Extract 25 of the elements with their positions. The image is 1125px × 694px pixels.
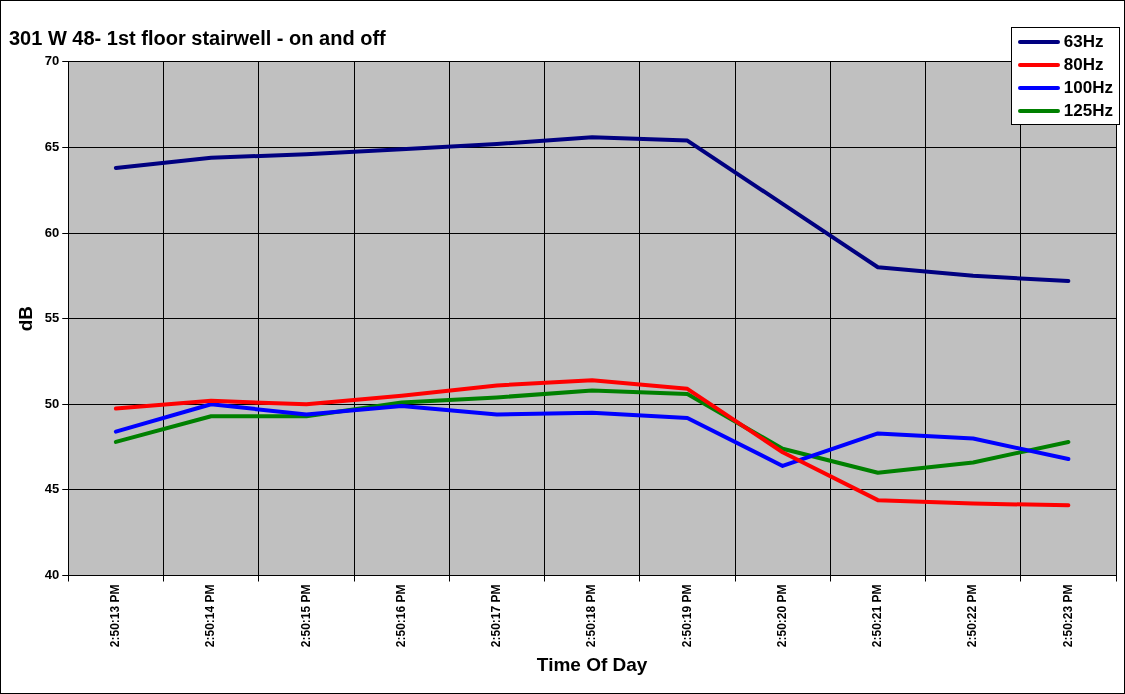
y-tick-label: 50 (44, 395, 60, 411)
x-tick-label: 2:50:14 PM (203, 584, 218, 648)
y-tick-label: 65 (44, 139, 60, 154)
x-tick-label: 2:50:17 PM (489, 584, 504, 648)
x-tick-label: 2:50:16 PM (393, 584, 408, 648)
x-tick-label: 2:50:21 PM (870, 584, 885, 648)
x-tick-label: 2:50:22 PM (965, 584, 980, 648)
x-tick-label: 2:50:19 PM (679, 584, 694, 648)
x-tick-label: 2:50:15 PM (298, 584, 313, 648)
chart-title: 301 W 48- 1st floor stairwell - on and off (9, 27, 386, 50)
x-tick-label: 2:50:13 PM (108, 584, 123, 648)
y-tick-label: 55 (44, 310, 60, 326)
y-tick-label: 40 (44, 567, 60, 583)
y-tick-label: 45 (44, 481, 60, 497)
y-axis-title: dB (14, 305, 36, 332)
legend-label: 100Hz (1063, 77, 1113, 98)
y-tick-label: 70 (44, 53, 60, 69)
x-tick-label: 2:50:20 PM (774, 584, 789, 648)
x-tick-label: 2:50:18 PM (584, 584, 599, 648)
legend-label: 80Hz (1063, 54, 1104, 75)
legend-label: 125Hz (1063, 100, 1113, 121)
x-axis-title: Time Of Day (536, 653, 648, 675)
legend-label: 63Hz (1063, 31, 1104, 52)
y-tick-label: 60 (44, 224, 60, 240)
x-tick-label: 2:50:23 PM (1060, 584, 1075, 648)
